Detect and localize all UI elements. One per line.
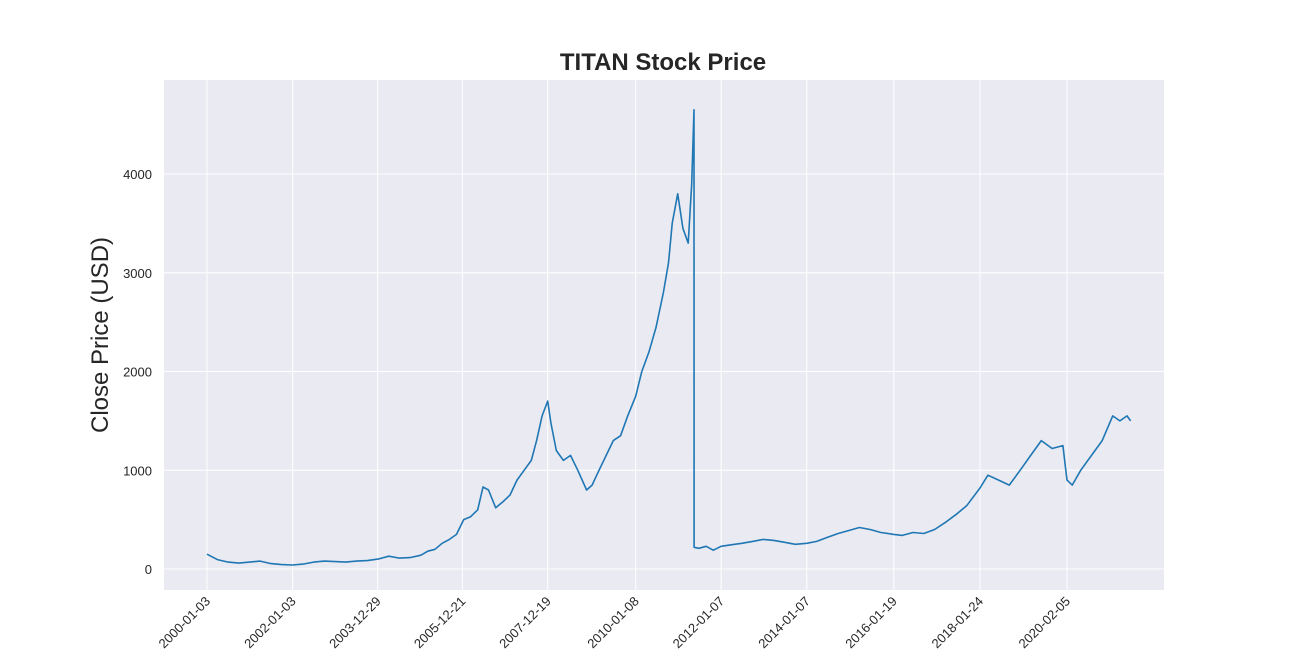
x-tick-label: 2002-01-03	[241, 594, 299, 652]
y-tick-label: 4000	[123, 167, 152, 182]
x-tick-label: 2016-01-19	[842, 594, 900, 652]
x-tick-label: 2010-01-08	[584, 594, 642, 652]
chart-title: TITAN Stock Price	[560, 49, 766, 76]
x-tick-label: 2003-12-29	[326, 594, 384, 652]
x-tick-label: 2007-12-19	[496, 594, 554, 652]
x-tick-label: 2005-12-21	[411, 594, 469, 652]
y-axis-label: Close Price (USD)	[87, 237, 114, 433]
y-tick-label: 3000	[123, 266, 152, 281]
x-tick-label: 2012-01-07	[670, 594, 728, 652]
plot-area	[164, 80, 1164, 590]
x-tick-label: 2014-01-07	[755, 594, 813, 652]
y-tick-label: 0	[145, 562, 152, 577]
y-tick-label: 2000	[123, 365, 152, 380]
x-tick-label: 2000-01-03	[155, 594, 213, 652]
x-tick-label: 2018-01-24	[929, 594, 987, 652]
price-line	[206, 109, 1132, 566]
y-tick-label: 1000	[123, 463, 152, 478]
x-tick-label: 2020-02-05	[1015, 594, 1073, 652]
